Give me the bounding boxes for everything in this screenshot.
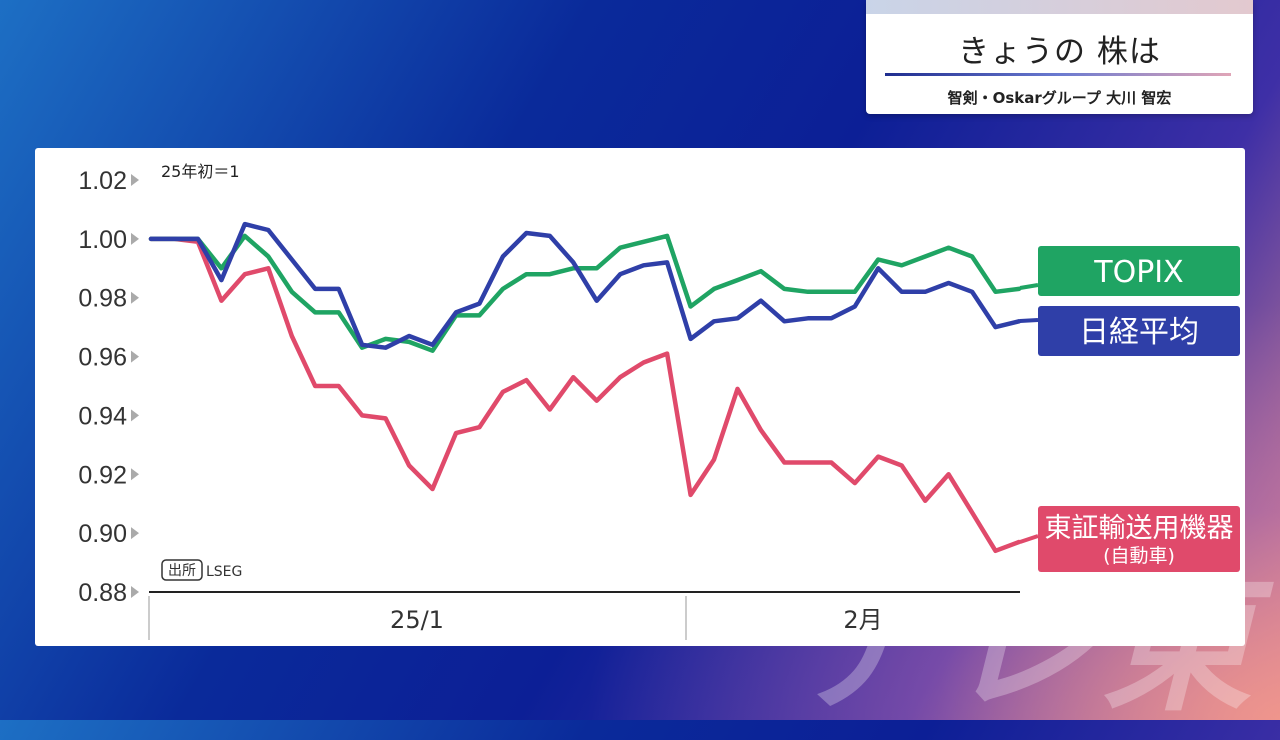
legend-transport-sublabel: (自動車) [1103, 545, 1175, 567]
y-tick-marker [131, 586, 139, 598]
line-chart: 1.021.000.980.960.940.920.900.88 25年初＝1 … [78, 162, 1240, 640]
y-tick-label: 0.88 [78, 579, 127, 607]
y-tick-marker [131, 350, 139, 363]
y-tick-marker [131, 291, 139, 304]
y-tick-label: 0.92 [78, 461, 127, 489]
legend-nikkei-connector [1019, 318, 1039, 323]
legend-nikkei-label: 日経平均 [1079, 315, 1199, 350]
legend-transport-connector [1019, 534, 1039, 544]
title-card-topbar [866, 0, 1253, 14]
legend-topix-box [1038, 246, 1240, 296]
y-tick-label: 1.02 [78, 167, 127, 195]
legend-transport-box [1038, 506, 1240, 572]
legend-topix-connector [1019, 283, 1039, 290]
legend-topix: TOPIX [1019, 246, 1240, 296]
y-tick-marker [131, 409, 139, 422]
y-tick-label: 0.90 [78, 520, 127, 548]
chart-note: 25年初＝1 [161, 162, 240, 181]
legend-transport-label: 東証輸送用機器 [1045, 513, 1234, 544]
legend-topix-label: TOPIX [1093, 255, 1183, 290]
source-tag: 出所 [168, 563, 196, 579]
chart-panel: 1.02 1.00 0.98 0.96 0.94 0.92 0.90 0.88 25年初＝1 … [35, 148, 1245, 646]
y-tick-label: 0.94 [78, 402, 127, 430]
title-divider [885, 73, 1231, 76]
y-tick-label: 1.00 [78, 226, 127, 254]
legend-nikkei: 日経平均 [1019, 306, 1240, 356]
x-period-label-feb: 2月 [843, 606, 882, 634]
series-line-topix [148, 233, 1022, 353]
source-badge [161, 559, 203, 581]
y-tick-label: 0.98 [78, 285, 127, 313]
series-line-nikkei [148, 221, 1022, 350]
y-tick-label: 0.96 [78, 344, 127, 372]
y-axis: 1.02 1.00 0.98 0.96 0.94 0.92 0.90 0.88 [78, 167, 139, 607]
series-lines [148, 221, 1022, 554]
y-tick-marker [131, 174, 139, 186]
legend-nikkei-box [1038, 306, 1240, 356]
y-tick-marker [131, 468, 139, 481]
title-card: きょうの 株は 智剣・Oskarグループ 大川 智宏 [866, 0, 1253, 114]
legend-transport: 東証輸送用機器 (自動車) [1019, 506, 1240, 572]
y-tick-marker [131, 232, 139, 245]
y-tick-marker [131, 527, 139, 540]
series-line-transport [148, 236, 1022, 554]
page-title: きょうの 株は [958, 34, 1161, 70]
x-period-label-jan: 25/1 [390, 606, 444, 634]
presenter-name: 智剣・Oskarグループ 大川 智宏 [947, 89, 1172, 107]
source-name: LSEG [206, 564, 242, 580]
